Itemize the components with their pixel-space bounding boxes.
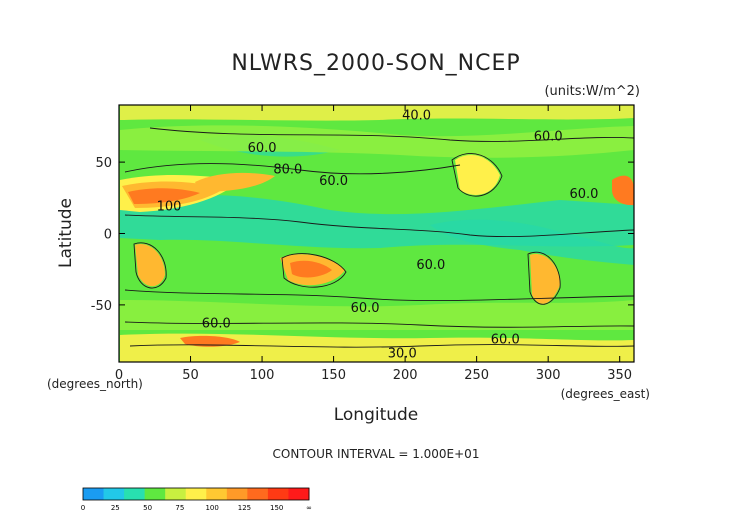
x-tick-label: 100 (250, 368, 275, 383)
contour-label: 60.0 (319, 174, 348, 189)
contour-line-6 (149, 127, 634, 142)
x-axis: 0 50 100 150 200 250 300 350 (115, 105, 632, 383)
colorbar-tick-label: 75 (175, 504, 184, 512)
contour-label: 60.0 (351, 301, 380, 316)
field-n-america (455, 155, 500, 195)
colorbar-tick-label: 100 (205, 504, 218, 512)
contour-line-4 (124, 321, 634, 328)
contour-label: 100 (157, 200, 182, 215)
field-arabia-tibet (195, 172, 275, 192)
field-southern-africa (135, 244, 165, 287)
colorbar-tick-label: 25 (111, 504, 120, 512)
x-tick-label: 300 (536, 368, 561, 383)
colorbar-tick-label: 0 (81, 504, 85, 512)
contour-label: 60.0 (248, 141, 277, 156)
colorbar-swatch (226, 488, 248, 500)
contour-label: 60.0 (202, 317, 231, 332)
map-field: 40.0 60.0 80.0 60.0 60.0 60.0 100 60.0 60.0 60.0 6… (119, 105, 634, 362)
contour-line-8 (133, 242, 167, 289)
contour-line-9 (451, 153, 503, 197)
contour-line-1 (124, 163, 461, 175)
contour-line-10 (527, 251, 561, 305)
colorbar-swatch (124, 488, 146, 500)
colorbar-swatch (83, 488, 105, 500)
field-australia-core (290, 260, 332, 278)
colorbar-swatch (165, 488, 187, 500)
field-s-america (530, 254, 560, 304)
field-antarctic-band (120, 333, 634, 362)
contour-label: 60.0 (569, 187, 598, 202)
contour-label: 60.0 (534, 130, 563, 145)
colorbar-tick-label: ∞ (306, 504, 312, 512)
y-axis-title: Latitude (56, 198, 76, 268)
x-tick-label: 50 (182, 368, 199, 383)
y-axis: -50 0 50 (91, 156, 634, 314)
field-sahara-core (128, 188, 200, 204)
colorbar-swatch (206, 488, 228, 500)
x-axis-title: Longitude (334, 405, 419, 425)
contour-label: 60.0 (416, 258, 445, 273)
colorbar-swatch (185, 488, 207, 500)
field-low-pacific (430, 219, 634, 265)
units-label: (units:W/m^2) (544, 84, 640, 99)
colorbar-tick-label: 150 (270, 504, 283, 512)
field-east-edge (612, 175, 634, 206)
field-mid-south (120, 300, 634, 330)
contour-line-7 (281, 253, 347, 288)
field-north-edge (120, 105, 634, 121)
colorbar-swatch (247, 488, 269, 500)
y-tick-label: 50 (95, 156, 112, 171)
y-tick-label: -50 (91, 299, 112, 314)
contour-label: 80.0 (273, 163, 302, 178)
colorbar-frame (82, 487, 310, 501)
colorbar-tick-label: 50 (143, 504, 152, 512)
colorbar: 0 25 50 75 100 125 150 ∞ (81, 487, 312, 512)
x-tick-label: 250 (464, 368, 489, 383)
contour-line-2 (124, 214, 634, 238)
contour-label: 30.0 (388, 347, 417, 362)
contour-interval-label: CONTOUR INTERVAL = 1.000E+01 (273, 447, 480, 461)
field-antarctic-hot (180, 335, 240, 347)
colorbar-tick-label: 125 (238, 504, 251, 512)
y-tick-label: 0 (104, 228, 112, 243)
colorbar-swatch (144, 488, 166, 500)
contour-label: 40.0 (402, 108, 431, 123)
colorbar-swatch (103, 488, 125, 500)
y-unit-label: (degrees_north) (47, 377, 143, 391)
colorbar-swatch (288, 488, 310, 500)
x-tick-label: 0 (115, 368, 123, 383)
x-tick-label: 350 (607, 368, 632, 383)
x-tick-label: 150 (321, 368, 346, 383)
x-unit-label: (degrees_east) (561, 387, 650, 401)
x-tick-label: 200 (393, 368, 418, 383)
contour-line-3 (124, 289, 634, 302)
contour-line-5 (129, 344, 634, 348)
chart-title: NLWRS_2000-SON_NCEP (231, 51, 520, 76)
contour-label: 60.0 (491, 332, 520, 347)
colorbar-swatch (267, 488, 289, 500)
field-mid-nhigh (120, 125, 634, 158)
